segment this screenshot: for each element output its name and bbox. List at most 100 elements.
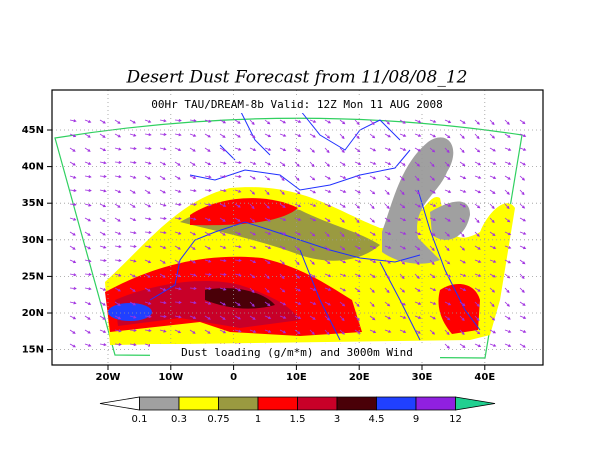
wind-arrow: [189, 245, 196, 250]
wind-arrow: [264, 301, 271, 307]
wind-arrow: [249, 259, 257, 264]
wind-arrow: [144, 230, 152, 234]
wind-arrow: [444, 161, 450, 167]
wind-arrow: [129, 217, 137, 221]
wind-arrow: [174, 315, 182, 319]
wind-arrow: [519, 273, 525, 280]
wind-arrow: [384, 133, 391, 138]
wind-arrow: [219, 147, 227, 152]
wind-arrow: [399, 245, 407, 250]
wind-arrow: [114, 315, 122, 320]
wind-arrow: [279, 161, 286, 167]
wind-arrow: [324, 161, 331, 167]
wind-arrow: [219, 315, 226, 320]
wind-arrow: [234, 273, 242, 277]
wind-arrow: [234, 315, 241, 320]
subtitle: 00Hr TAU/DREAM-8b Valid: 12Z Mon 11 AUG …: [151, 98, 442, 111]
wind-arrow: [354, 315, 360, 321]
wind-arrow: [399, 329, 407, 333]
wind-arrow: [264, 287, 270, 294]
lon-label: 10E: [286, 372, 307, 383]
wind-arrow: [114, 245, 122, 249]
colorbar-swatch: [257, 396, 298, 411]
wind-arrow: [489, 175, 497, 179]
wind-arrow: [429, 273, 436, 279]
wind-arrow: [264, 203, 270, 209]
colorbar-label: 3: [334, 414, 340, 425]
wind-arrow: [294, 133, 302, 137]
wind-arrow: [384, 175, 391, 181]
wind-arrow: [504, 329, 512, 333]
wind-arrow: [459, 329, 465, 336]
wind-arrow: [474, 203, 481, 209]
wind-arrow: [459, 175, 467, 180]
wind-arrow: [174, 189, 182, 193]
wind-arrow: [249, 245, 257, 249]
wind-arrow: [84, 175, 92, 179]
lat-label: 40N: [22, 162, 44, 173]
wind-arrow: [264, 175, 271, 181]
wind-arrow: [354, 119, 360, 126]
wind-arrow: [444, 259, 451, 265]
wind-arrow: [174, 300, 182, 304]
wind-arrow: [99, 217, 106, 222]
wind-arrow: [369, 175, 377, 180]
wind-arrow: [189, 161, 196, 166]
wind-arrow: [114, 203, 121, 208]
wind-arrow: [249, 315, 256, 320]
wind-arrow: [459, 315, 465, 322]
wind-arrow: [279, 133, 287, 137]
wind-arrow: [279, 203, 286, 208]
wind-arrow: [204, 188, 212, 192]
wind-arrow: [504, 343, 512, 347]
colorbar-label: 0.1: [132, 414, 148, 425]
wind-arrow: [99, 245, 107, 249]
wind-arrow: [429, 161, 435, 168]
wind-arrow: [159, 132, 167, 136]
colorbar-swatch: [218, 396, 259, 411]
wind-arrow: [189, 315, 197, 319]
lat-label: 45N: [22, 125, 44, 136]
wind-arrow: [99, 258, 107, 262]
map-frame: [51, 89, 544, 366]
wind-arrow: [324, 301, 331, 306]
wind-arrow: [249, 329, 257, 333]
wind-arrow: [189, 133, 197, 137]
wind-arrow: [414, 259, 420, 266]
wind-arrow: [264, 245, 272, 249]
wind-arrow: [489, 259, 497, 263]
lat-label: 20N: [22, 308, 44, 319]
wind-arrow: [114, 342, 122, 346]
wind-arrow: [174, 133, 182, 137]
wind-arrow: [114, 133, 122, 138]
wind-arrow: [144, 217, 152, 221]
wind-arrow: [159, 203, 167, 207]
wind-arrow: [369, 189, 376, 195]
border: [299, 249, 421, 341]
colorbar-swatch: [178, 396, 219, 411]
colorbar-label: 1.5: [290, 414, 306, 425]
wind-arrow: [219, 272, 227, 276]
wind-arrow: [204, 301, 212, 305]
wind-arrow: [474, 189, 482, 194]
wind-arrow: [84, 343, 92, 347]
grid: 45N 40N 35N 30N 25N 20N 15N 20W 10W 0 10E 20E 30E 40E: [22, 90, 543, 383]
wind-arrow: [69, 231, 76, 236]
wind-arrow: [324, 329, 330, 336]
wind-arrow: [489, 217, 495, 224]
colorbar-label: 4.5: [369, 414, 385, 425]
wind-arrow: [384, 245, 392, 249]
wind-arrow: [489, 189, 496, 194]
wind-arrow: [159, 245, 167, 249]
colorbar-label: 0.3: [171, 414, 187, 425]
wind-arrow: [99, 301, 106, 306]
wind-arrow: [129, 328, 137, 332]
wind-arrow: [384, 147, 392, 151]
wind-arrow: [129, 175, 137, 179]
wind-arrow: [279, 119, 287, 124]
wind-arrow: [84, 329, 91, 334]
wind-arrow: [444, 203, 452, 207]
lon-label: 10W: [158, 372, 183, 383]
wind-arrow: [114, 119, 121, 124]
wind-arrow: [459, 273, 467, 277]
